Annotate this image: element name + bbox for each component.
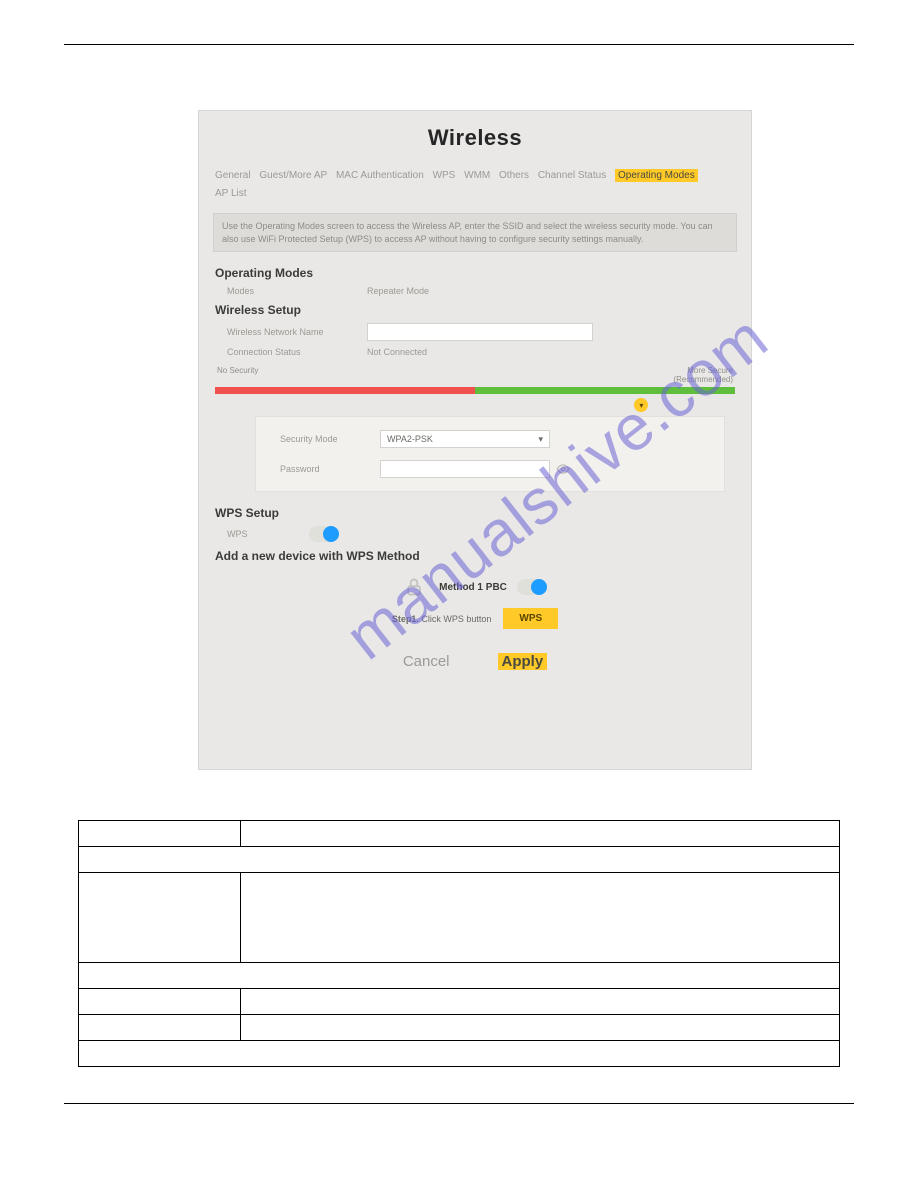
security-right-label-1: More Secure (687, 366, 733, 375)
method1-label: Method 1 PBC (439, 582, 507, 593)
top-rule (64, 44, 854, 45)
connection-status-label: Connection Status (227, 347, 367, 357)
tab-others[interactable]: Others (499, 170, 529, 181)
wps-setup-heading: WPS Setup (199, 502, 751, 523)
table-row (79, 963, 840, 989)
tab-wps[interactable]: WPS (433, 170, 456, 181)
cancel-button[interactable]: Cancel (403, 653, 450, 670)
tab-guest-more-ap[interactable]: Guest/More AP (259, 170, 327, 181)
wireless-name-label: Wireless Network Name (227, 327, 367, 337)
add-device-heading: Add a new device with WPS Method (199, 545, 751, 566)
apply-button[interactable]: Apply (498, 653, 548, 670)
method1-toggle[interactable] (517, 579, 547, 595)
modes-row: Modes Repeater Mode (199, 283, 751, 299)
password-row: Password (270, 457, 710, 481)
security-panel: Security Mode WPA2-PSK ▾ Password (255, 416, 725, 492)
security-mode-select[interactable]: WPA2-PSK ▾ (380, 430, 550, 448)
wireless-name-row: Wireless Network Name (199, 320, 751, 344)
table-row (79, 873, 840, 963)
tab-general[interactable]: General (215, 170, 251, 181)
wps-method-block: Method 1 PBC Step1. Click WPS button WPS (199, 576, 751, 629)
connection-status-value: Not Connected (367, 347, 427, 357)
wireless-name-input[interactable] (367, 323, 593, 341)
show-password-icon[interactable] (556, 462, 570, 476)
table-row (79, 821, 840, 847)
tab-bar: General Guest/More AP MAC Authentication… (199, 157, 751, 207)
security-right-label-2: (Recommended) (673, 375, 733, 384)
security-mode-row: Security Mode WPA2-PSK ▾ (270, 427, 710, 451)
security-mode-value: WPA2-PSK (387, 434, 433, 444)
operating-modes-heading: Operating Modes (199, 262, 751, 283)
table-row (79, 1015, 840, 1041)
wireless-settings-screenshot: Wireless General Guest/More AP MAC Authe… (198, 110, 752, 770)
wireless-setup-heading: Wireless Setup (199, 299, 751, 320)
wps-label: WPS (227, 529, 309, 539)
modes-value: Repeater Mode (367, 286, 429, 296)
step1-prefix: Step1. (392, 614, 419, 624)
tab-operating-modes[interactable]: Operating Modes (615, 169, 698, 182)
tab-ap-list[interactable]: AP List (215, 188, 247, 199)
table-row (79, 1041, 840, 1067)
lock-icon (403, 576, 425, 598)
chevron-down-icon: ▾ (538, 434, 543, 445)
wps-button[interactable]: WPS (503, 608, 558, 629)
security-mode-label: Security Mode (280, 434, 380, 444)
bottom-rule (64, 1103, 854, 1104)
wps-toggle-row: WPS (199, 523, 751, 545)
security-left-label: No Security (217, 366, 258, 384)
table-row (79, 847, 840, 873)
password-input[interactable] (380, 460, 550, 478)
tab-wmm[interactable]: WMM (464, 170, 490, 181)
page-title: Wireless (199, 111, 751, 157)
table-row (79, 989, 840, 1015)
security-bar-low (215, 387, 475, 394)
connection-status-row: Connection Status Not Connected (199, 344, 751, 360)
modes-label: Modes (227, 286, 367, 296)
security-bar: No Security More Secure (Recommended) ▾ (215, 366, 735, 394)
password-label: Password (280, 464, 380, 474)
security-bar-high (475, 387, 735, 394)
security-marker-icon[interactable]: ▾ (634, 398, 648, 412)
wps-toggle[interactable] (309, 526, 339, 542)
tab-mac-authentication[interactable]: MAC Authentication (336, 170, 424, 181)
info-box: Use the Operating Modes screen to access… (213, 213, 737, 252)
step1-text: Click WPS button (421, 614, 491, 624)
action-row: Cancel Apply (199, 639, 751, 670)
description-table (78, 820, 840, 1067)
tab-channel-status[interactable]: Channel Status (538, 170, 606, 181)
